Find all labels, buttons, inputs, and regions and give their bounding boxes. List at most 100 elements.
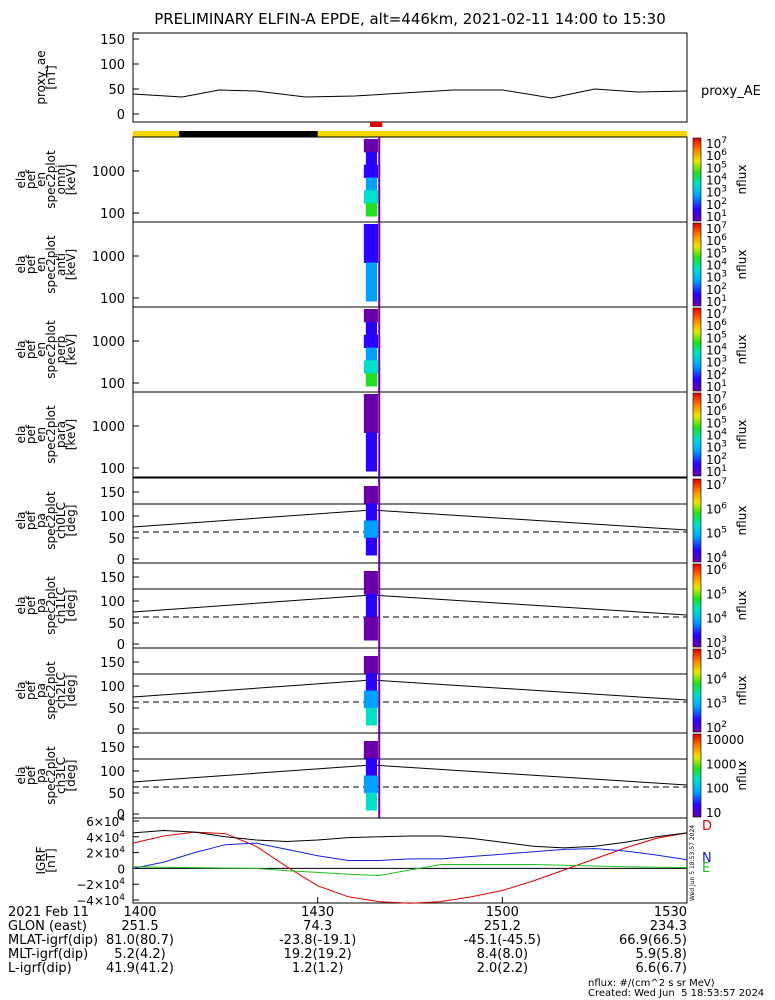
chart-title: PRELIMINARY ELFIN-A EPDE, alt=446km, 202…: [154, 10, 666, 28]
ephemeris-value: 1530: [653, 905, 687, 920]
igrf-label-N: N: [702, 851, 712, 866]
panels: 150100500proxy_ae[nT]proxy_AEelapefenspe…: [14, 32, 761, 908]
ephemeris-value: 234.3: [649, 919, 687, 934]
spec-panel-4-cbar-tick: 107: [706, 477, 727, 492]
spec-panel-3-ylabel-1: pef: [24, 424, 38, 444]
igrf-series-D: [132, 831, 688, 904]
spec-panel-5-colorbar: [692, 563, 702, 648]
spec-panel-1-flux-pixel: [363, 224, 378, 263]
spec-panel-6-frame: [132, 647, 688, 734]
spec-panel-5-ylabel-4: ch1LC: [54, 587, 68, 624]
spec-panel-2-ylabel-3: spec2plot: [44, 320, 58, 379]
spec-panel-6-flux-pixel: [363, 656, 378, 674]
spec-panel-1-ylabel-1: pef: [24, 254, 38, 274]
spec-panel-2-ylabel-5: [keV]: [64, 334, 78, 365]
spec-panel-5-ytick: 0: [117, 638, 125, 653]
spec-panel-7-ytick: 0: [117, 808, 125, 823]
spec-panel-6-ytick: 0: [117, 723, 125, 738]
spec-panel-7-ytick: 50: [108, 787, 125, 802]
spec-panel-2-flux-pixel: [365, 321, 377, 336]
spec-panel-1-ylabel-0: ela: [14, 255, 28, 273]
ephemeris-value: 6.6(6.7): [635, 961, 688, 976]
spec-panel-5-ytick: 100: [100, 595, 125, 610]
spec-panel-5-ylabel-2: pa: [34, 598, 48, 613]
created-note: Created: Wed Jun 5 18:53:57 2024: [588, 988, 765, 999]
spec-panel-5-flux-pixel: [363, 571, 378, 595]
spec-panel-6-ylabel-3: spec2plot: [44, 661, 58, 720]
spec-panel-2-flux-pixel: [363, 360, 378, 374]
proxy-ae-ylabel-1: [nT]: [44, 65, 58, 89]
igrf-series-N: [132, 842, 688, 869]
spec-panel-3-ylabel-3: spec2plot: [44, 405, 58, 464]
spec-panel-5-ylabel-1: pef: [24, 595, 38, 615]
spec-panel-7-ylabel-4: ch3LC: [54, 757, 68, 794]
spec-panel-2-ylabel-0: ela: [14, 340, 28, 358]
ephemeris-label: L-igrf(dip): [8, 961, 72, 976]
spec-panel-0-ylabel-2: en: [34, 172, 48, 187]
igrf-ylabel-1: [nT]: [44, 848, 58, 872]
spec-panel-6-flux-pixel: [363, 690, 378, 709]
spec-panel-4-ytick: 0: [117, 553, 125, 568]
spec-panel-6-flux-pixel: [365, 673, 377, 691]
spec-panel-2-cbar-label: nflux: [735, 335, 749, 365]
spec-panel-6-ylabel-0: ela: [14, 681, 28, 699]
proxy-ae-frame: [132, 32, 688, 123]
spec-panel-3-flux-pixel: [363, 394, 378, 433]
spec-panel-1-cbar-label: nflux: [735, 250, 749, 280]
proxy-ae-line: [132, 88, 688, 99]
spec-panel-0-ylabel-4: omni: [54, 165, 68, 195]
spec-panel-3-flux-pixel: [365, 432, 377, 472]
ephemeris-value: 1500: [485, 905, 519, 920]
spec-panel-7-cbar-tick: 1000: [706, 757, 737, 771]
status-bar-science-zone: [369, 122, 383, 127]
spec-panel-6-flux-pixel: [365, 707, 377, 726]
spec-panel-0-flux-pixel: [365, 203, 377, 217]
spec-panel-5-cbar-label: nflux: [735, 591, 749, 621]
spec-panel-4-flux-pixel: [365, 503, 377, 521]
spec-panel-2-ytick: 1000: [92, 335, 125, 350]
ephemeris-value: 41.9(41.2): [105, 961, 175, 976]
spec-panel-0-ylabel-1: pef: [24, 169, 38, 189]
spec-panel-0-cbar-label: nflux: [735, 165, 749, 195]
spec-panel-1-ylabel-3: spec2plot: [44, 235, 58, 294]
spec-panel-6-ytick: 100: [100, 680, 125, 695]
ephemeris-value: 2.0(2.2): [476, 961, 529, 976]
spec-panel-4-flux-pixel: [363, 486, 378, 504]
spec-panel-4-frame: [132, 477, 688, 564]
spec-panel-4-ylabel-5: [deg]: [64, 505, 78, 537]
igrf-ytick: −2×104: [76, 877, 125, 892]
spec-panel-0-flux-pixel: [365, 151, 377, 166]
ephemeris-value: 8.4(8.0): [476, 947, 529, 962]
spec-panel-3-frame: [132, 391, 688, 478]
spec-panel-4-flux-pixel: [365, 537, 377, 556]
spec-panel-1-colorbar: [692, 222, 702, 307]
spec-panel-0-ytick: 1000: [92, 165, 125, 180]
units-note: nflux: #/(cm^2 s sr MeV): [588, 978, 715, 989]
spec-panel-5-ylabel-3: spec2plot: [44, 576, 58, 635]
ephemeris-value: 1.2(1.2): [291, 961, 344, 976]
spec-panel-5-ytick: 50: [108, 617, 125, 632]
spec-panel-0-flux-pixel: [365, 177, 377, 191]
spec-panel-5-ytick: 150: [100, 571, 125, 586]
spec-panel-2-colorbar: [692, 307, 702, 392]
spec-panel-7-flux-pixel: [363, 741, 378, 759]
ephemeris-value: 66.9(66.5): [618, 933, 687, 948]
spec-panel-5-ylabel-0: ela: [14, 596, 28, 614]
igrf-ytick: 0: [117, 862, 125, 876]
spec-panel-7-frame: [132, 732, 688, 819]
spec-panel-4-ytick: 150: [100, 486, 125, 501]
spec-panel-6-cbar-tick: 105: [706, 647, 727, 662]
spec-panel-6-cbar-tick: 103: [706, 696, 727, 711]
spec-panel-7-ylabel-5: [deg]: [64, 760, 78, 792]
spec-panel-4-ylabel-4: ch0LC: [54, 502, 68, 539]
ephemeris-label: MLT-igrf(dip): [8, 947, 89, 962]
spec-panel-7-cbar-tick: 100: [706, 782, 729, 796]
ephemeris-value: 81.0(80.7): [105, 933, 175, 948]
ephemeris-value: 5.2(4.2): [114, 947, 166, 962]
igrf-series-E: [132, 864, 688, 877]
proxy-ae-series-label: proxy_AE: [701, 84, 761, 99]
igrf-ytick: 4×104: [86, 830, 125, 845]
spec-panel-7-flux-pixel: [365, 792, 377, 811]
spec-panel-4-cbar-tick: 105: [706, 526, 727, 541]
igrf-ytick: 6×104: [86, 814, 125, 829]
